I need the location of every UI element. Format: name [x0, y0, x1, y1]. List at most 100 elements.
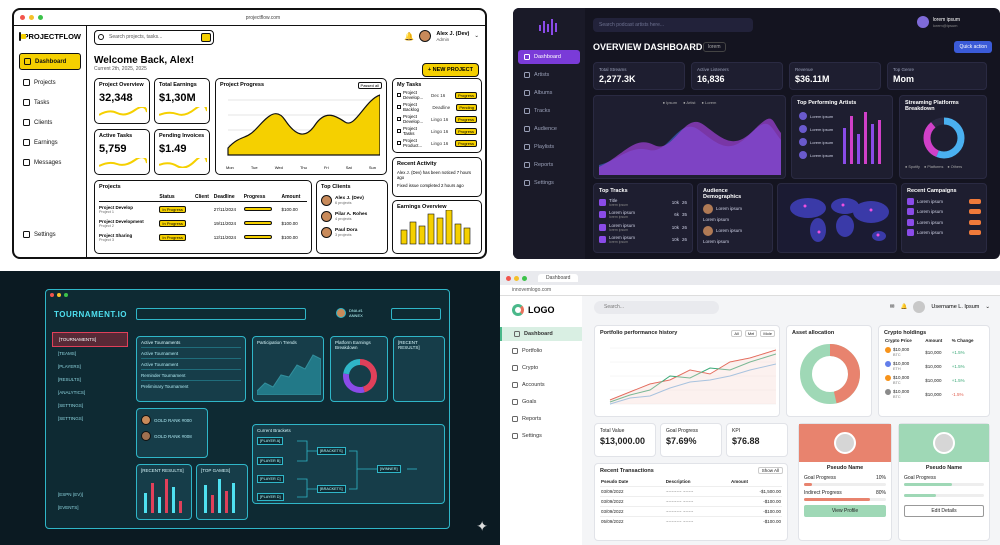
- table-row[interactable]: 05/09/2022 ~~~~~~ ~~~~ -$100.00: [600, 516, 782, 527]
- url-bar[interactable]: innovemlogo.com: [500, 285, 1000, 296]
- track-row[interactable]: Lorem ipsum lorem ipsum 10k 26: [599, 235, 687, 244]
- track-row[interactable]: Title lorem ipsum 10k 26: [599, 198, 687, 207]
- minimize-dot[interactable]: [57, 293, 61, 297]
- chevron-down-icon[interactable]: ⌄: [985, 304, 990, 310]
- url-bar[interactable]: projectflow.com: [245, 14, 281, 21]
- sidebar-item-earnings[interactable]: Earnings: [19, 135, 81, 150]
- sidebar-item-accounts[interactable]: Accounts: [500, 378, 582, 392]
- campaign-row[interactable]: Lorem ipsum: [907, 208, 981, 215]
- edit-details-button[interactable]: Edit Details: [904, 505, 984, 517]
- mail-icon[interactable]: ✉: [889, 304, 895, 310]
- table-row[interactable]: $10,000 BTC $10,000 +1.5%: [884, 345, 984, 359]
- campaign-action-button[interactable]: [969, 209, 981, 214]
- progress-filter-select[interactable]: Passed all: [357, 82, 382, 89]
- sidebar-item[interactable]: [PLAYERS]: [58, 364, 81, 369]
- task-row[interactable]: Project Develop... Dec 16 Progress: [397, 90, 477, 100]
- table-row[interactable]: Project Sharing Project 3 In Progress 12/11…: [99, 230, 307, 244]
- sidebar-item[interactable]: [RESULTS]: [58, 377, 81, 382]
- task-checkbox[interactable]: [397, 141, 401, 145]
- sidebar-item-settings[interactable]: Settings: [518, 176, 580, 190]
- browser-tab[interactable]: Dashboard: [538, 274, 579, 282]
- history-filter[interactable]: Mel: [744, 330, 758, 337]
- sidebar-item[interactable]: [EVENTS]: [58, 505, 79, 510]
- sidebar-item-goals[interactable]: Goals: [500, 395, 582, 409]
- team-row[interactable]: GOLD RANK #000: [141, 415, 203, 425]
- close-dot[interactable]: [20, 15, 25, 20]
- maximize-dot[interactable]: [64, 293, 68, 297]
- table-row[interactable]: $10,000 BTC $10,000 +1.5%: [884, 373, 984, 387]
- chevron-down-icon[interactable]: ⌄: [474, 33, 479, 39]
- tournament-row[interactable]: Reminder Tournament: [141, 369, 241, 380]
- client-row[interactable]: Alex J. (Dev) 6 projects: [321, 195, 383, 206]
- team-row[interactable]: GOLD RANK #008: [141, 431, 203, 441]
- campaign-action-button[interactable]: [969, 198, 981, 204]
- task-row[interactable]: Project Develop... Lingo 16 Progress: [397, 114, 477, 124]
- sidebar-item-reports[interactable]: Reports: [518, 158, 580, 172]
- table-row[interactable]: 03/09/2022 ~~~~~~ ~~~~ -$1,500.00: [600, 486, 782, 497]
- new-project-button[interactable]: + NEW PROJECT: [421, 63, 479, 77]
- campaign-action-button[interactable]: [969, 230, 981, 235]
- campaign-row[interactable]: Lorem ipsum: [907, 218, 981, 226]
- filter-select[interactable]: lorem: [703, 42, 726, 52]
- sidebar-item-tracks[interactable]: Tracks: [518, 104, 580, 118]
- sidebar-item[interactable]: [SETTINGS]: [58, 416, 84, 421]
- campaign-row[interactable]: Lorem ipsum: [907, 197, 981, 205]
- client-row[interactable]: Pilar A. Rohes 4 projects: [321, 211, 383, 222]
- client-row[interactable]: Paul Dora 3 projects: [321, 227, 383, 238]
- avatar[interactable]: [336, 308, 346, 318]
- table-row[interactable]: Project Development Project 2 In Progress 1…: [99, 216, 307, 230]
- sidebar-item-reports[interactable]: Reports: [500, 412, 582, 426]
- sidebar-item-audience[interactable]: Audience: [518, 122, 580, 136]
- sidebar-item[interactable]: [SETTINGS]: [58, 403, 84, 408]
- track-row[interactable]: Lorem ipsum lorem ipsum 6k 35: [599, 210, 687, 219]
- table-row[interactable]: Project Develop Project 1 In Progress 27/11…: [99, 202, 307, 217]
- sidebar-item-settings[interactable]: Settings: [500, 429, 582, 443]
- task-row[interactable]: Project Backlog Deadline Pending: [397, 102, 477, 112]
- task-checkbox[interactable]: [397, 93, 401, 97]
- maximize-dot[interactable]: [522, 275, 527, 281]
- tournament-row[interactable]: Active Tournament: [141, 347, 241, 358]
- task-checkbox[interactable]: [397, 105, 401, 109]
- sidebar-item[interactable]: [TOURNAMENTS]: [52, 332, 128, 347]
- sidebar-item[interactable]: [ANALYTICS]: [58, 390, 86, 395]
- sidebar-item-dashboard[interactable]: Dashboard: [19, 53, 81, 70]
- sidebar-item-dashboard[interactable]: Dashboard: [500, 327, 582, 341]
- maximize-dot[interactable]: [38, 15, 43, 20]
- search-input[interactable]: [136, 308, 306, 320]
- search-input[interactable]: Search podcast artists here...: [593, 18, 753, 32]
- close-dot[interactable]: [506, 275, 511, 281]
- campaign-row[interactable]: Lorem ipsum: [907, 229, 981, 236]
- bracket-player[interactable]: [PLAYER A]: [257, 437, 284, 445]
- table-row[interactable]: $10,000 BTC $10,000 -1.5%: [884, 387, 984, 401]
- bell-icon[interactable]: 🔔: [900, 304, 908, 310]
- bracket-winner[interactable]: [WINNER]: [377, 465, 401, 473]
- sidebar-item-tasks[interactable]: Tasks: [19, 95, 81, 110]
- table-row[interactable]: 03/09/2022 ~~~~~~ ~~~~ -$100.00: [600, 506, 782, 517]
- bracket-node[interactable]: [BRACKETS]: [317, 485, 346, 493]
- sidebar-item-crypto[interactable]: Crypto: [500, 361, 582, 375]
- history-filter[interactable]: All: [731, 330, 742, 337]
- sidebar-item-playlists[interactable]: Playlists: [518, 140, 580, 154]
- close-dot[interactable]: [50, 293, 54, 297]
- bracket-player[interactable]: [PLAYER D]: [257, 493, 284, 501]
- show-all-button[interactable]: Show All: [757, 467, 783, 474]
- view-profile-button[interactable]: View Profile: [804, 505, 886, 517]
- avatar[interactable]: [916, 16, 929, 28]
- task-row[interactable]: Project Tasks Lingo 16 Progress: [397, 126, 477, 136]
- avatar[interactable]: [419, 30, 432, 42]
- quick-action-button[interactable]: Quick action: [954, 41, 992, 53]
- sidebar-item-albums[interactable]: Albums: [518, 86, 580, 100]
- task-checkbox[interactable]: [397, 117, 401, 121]
- tournament-row[interactable]: Active Tournament: [141, 358, 241, 369]
- track-row[interactable]: Lorem ipsum lorem ipsum 10k 26: [599, 223, 687, 232]
- bracket-player[interactable]: [PLAYER C]: [257, 475, 284, 483]
- bracket-node[interactable]: [BRACKETS]: [317, 447, 346, 455]
- sidebar-item-messages[interactable]: Messages: [19, 155, 81, 170]
- minimize-dot[interactable]: [29, 15, 34, 20]
- search-button[interactable]: [201, 32, 211, 42]
- task-row[interactable]: Project Product... Lingo 16 Progress: [397, 138, 477, 148]
- history-filter[interactable]: Mole: [760, 330, 775, 337]
- table-row[interactable]: $10,000 ETH $10,000 +1.5%: [884, 359, 984, 373]
- sidebar-item[interactable]: [ESPN (EV)]: [58, 492, 84, 497]
- search-box-right[interactable]: [391, 308, 441, 320]
